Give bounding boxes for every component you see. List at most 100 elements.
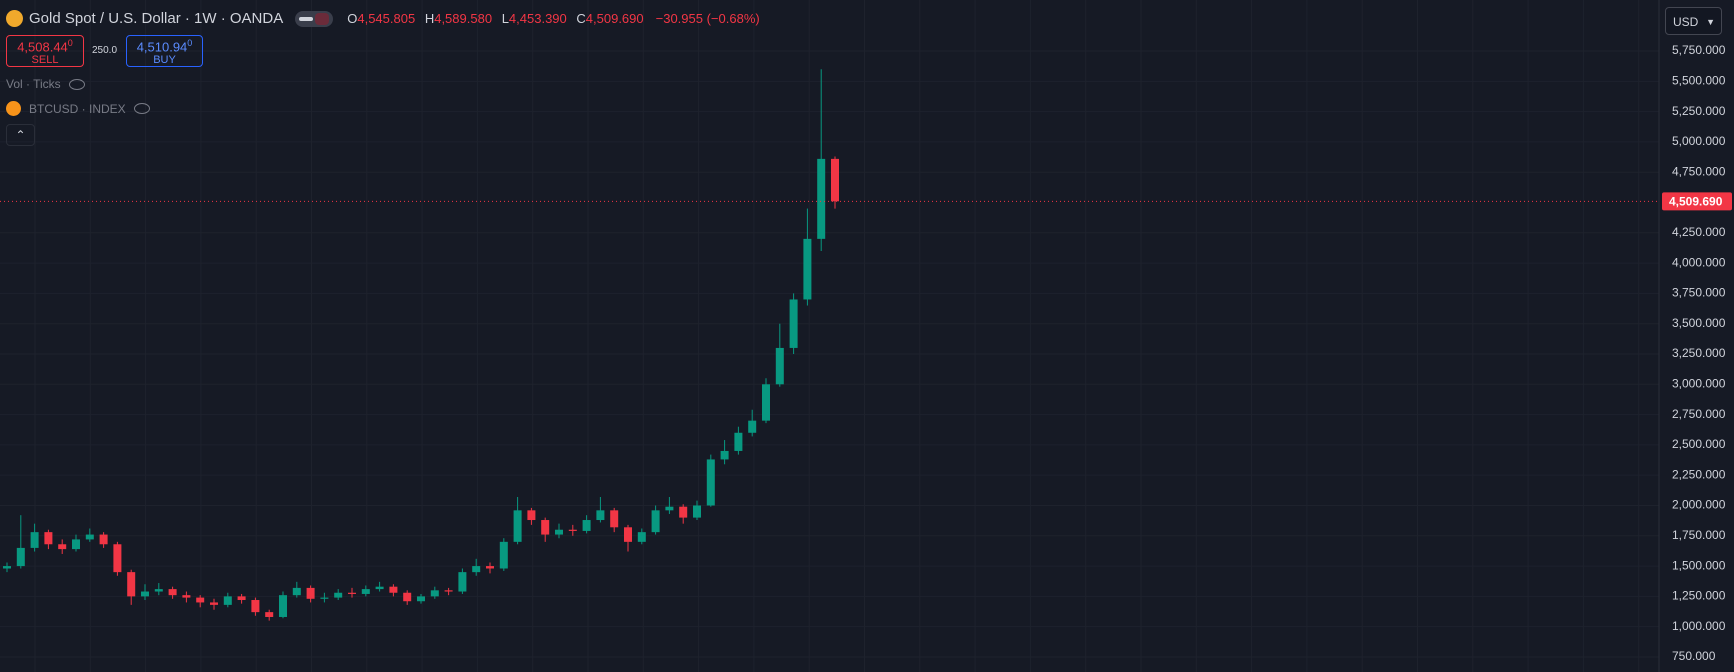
- hide-icon[interactable]: [68, 78, 85, 90]
- candle-body: [375, 586, 384, 590]
- candle-body: [237, 596, 246, 601]
- y-tick-label: 5,000.000: [1672, 134, 1726, 148]
- candle-body: [513, 510, 522, 542]
- y-tick-label: 5,250.000: [1672, 104, 1726, 118]
- sell-price-main: 4,508.44: [17, 39, 68, 55]
- y-tick-label: 4,000.000: [1672, 255, 1726, 269]
- candle-body: [223, 596, 232, 605]
- dropdown-arrow: ▼: [1706, 17, 1715, 27]
- sell-price-digit: 0: [67, 38, 73, 48]
- candle-body: [182, 595, 191, 598]
- candle-body: [720, 450, 729, 460]
- ohlc-key: L: [501, 11, 509, 26]
- candle-body: [817, 158, 826, 239]
- candle-body: [3, 566, 11, 569]
- y-tick-label: 3,750.000: [1672, 286, 1726, 300]
- candle-body: [306, 587, 315, 599]
- candle-body: [472, 566, 481, 573]
- last-price-label: 4,509.690: [1669, 195, 1723, 209]
- y-tick-label: 3,250.000: [1672, 346, 1726, 360]
- candle-body: [141, 591, 149, 597]
- spread: 250.0: [92, 45, 118, 56]
- candle-body: [444, 590, 453, 592]
- candle-body: [348, 592, 356, 594]
- y-tick-label: 5,750.000: [1672, 43, 1726, 57]
- candle-body: [486, 566, 494, 569]
- ohlc-key: H: [424, 11, 435, 26]
- hide-icon[interactable]: [133, 103, 150, 114]
- candle-body: [251, 600, 260, 613]
- candle-body: [334, 592, 343, 598]
- candle-body: [210, 602, 218, 605]
- candle-body: [85, 534, 94, 540]
- ohlc-value: 4,545.805: [357, 11, 416, 26]
- ohlc-value: 4,509.690: [585, 11, 644, 26]
- candle-body: [430, 590, 439, 597]
- candle-body: [527, 510, 536, 521]
- y-tick-label: 2,250.000: [1672, 467, 1726, 481]
- last-price-badge: [1662, 192, 1732, 211]
- indicator-label: BTCUSD · INDEX: [29, 101, 126, 116]
- indicator-row[interactable]: Vol · Ticks: [6, 77, 85, 91]
- y-tick-label: 4,750.000: [1672, 164, 1726, 178]
- candle-body: [568, 529, 577, 531]
- candle-body: [320, 597, 329, 599]
- candle-body: [775, 347, 784, 385]
- currency-label: USD: [1673, 15, 1699, 29]
- symbol-icon: [6, 10, 23, 27]
- y-tick-label: 750.000: [1672, 649, 1716, 663]
- collapse-button[interactable]: ⌃: [6, 124, 35, 146]
- candle-body: [665, 506, 674, 511]
- candle-body: [16, 547, 25, 567]
- candle-body: [292, 587, 301, 596]
- candle-body: [748, 420, 757, 433]
- indicator-row[interactable]: BTCUSD · INDEX: [6, 101, 150, 116]
- candle-body: [499, 541, 508, 569]
- ohlc-key: C: [576, 11, 586, 26]
- candle-body: [582, 520, 591, 531]
- candle-body: [555, 529, 563, 535]
- sell-label: SELL: [31, 54, 59, 67]
- y-tick-label: 2,000.000: [1672, 498, 1726, 512]
- buy-button[interactable]: 4,510.940 BUY: [126, 35, 203, 67]
- sell-button[interactable]: 4,508.440 SELL: [6, 35, 84, 67]
- toggle-pill[interactable]: [295, 10, 334, 27]
- candle-body: [279, 595, 287, 617]
- currency-select[interactable]: USD ▼: [1665, 7, 1722, 35]
- symbol-title[interactable]: Gold Spot / U.S. Dollar · 1W · OANDA: [29, 10, 284, 27]
- candle-body: [361, 589, 370, 594]
- candle-body: [417, 596, 425, 602]
- y-tick-label: 3,000.000: [1672, 376, 1726, 390]
- candle-body: [679, 506, 688, 518]
- y-tick-label: 1,250.000: [1672, 589, 1726, 603]
- candle-body: [596, 510, 605, 521]
- pill-icon: [299, 16, 314, 21]
- ohlc-value: 4,589.580: [434, 11, 493, 26]
- candle-body: [99, 534, 108, 545]
- y-tick-label: 1,750.000: [1672, 528, 1726, 542]
- pill-icon: [315, 12, 330, 25]
- candle-body: [265, 612, 274, 617]
- candle-body: [762, 384, 770, 421]
- candle-body: [831, 158, 839, 202]
- candle-body: [58, 544, 67, 550]
- candle-body: [610, 510, 619, 528]
- candle-body: [127, 572, 136, 597]
- indicator-label: Vol · Ticks: [6, 77, 61, 91]
- candle-body: [637, 532, 646, 542]
- candle-body: [389, 586, 398, 593]
- candle-body: [693, 505, 701, 518]
- ohlc-key: O: [347, 11, 358, 26]
- y-tick-label: 1,500.000: [1672, 558, 1726, 572]
- candle-body: [624, 527, 632, 542]
- y-tick-label: 5,500.000: [1672, 73, 1726, 87]
- y-tick-label: 2,500.000: [1672, 437, 1726, 451]
- candle-body: [458, 572, 467, 592]
- candle-body: [789, 299, 798, 348]
- candle-body: [706, 459, 715, 506]
- buy-price: 4,510.940: [127, 38, 202, 54]
- ohlc-values: O4,545.805 H4,589.580 L4,453.390 C4,509.…: [347, 11, 649, 26]
- buy-label: BUY: [153, 54, 176, 67]
